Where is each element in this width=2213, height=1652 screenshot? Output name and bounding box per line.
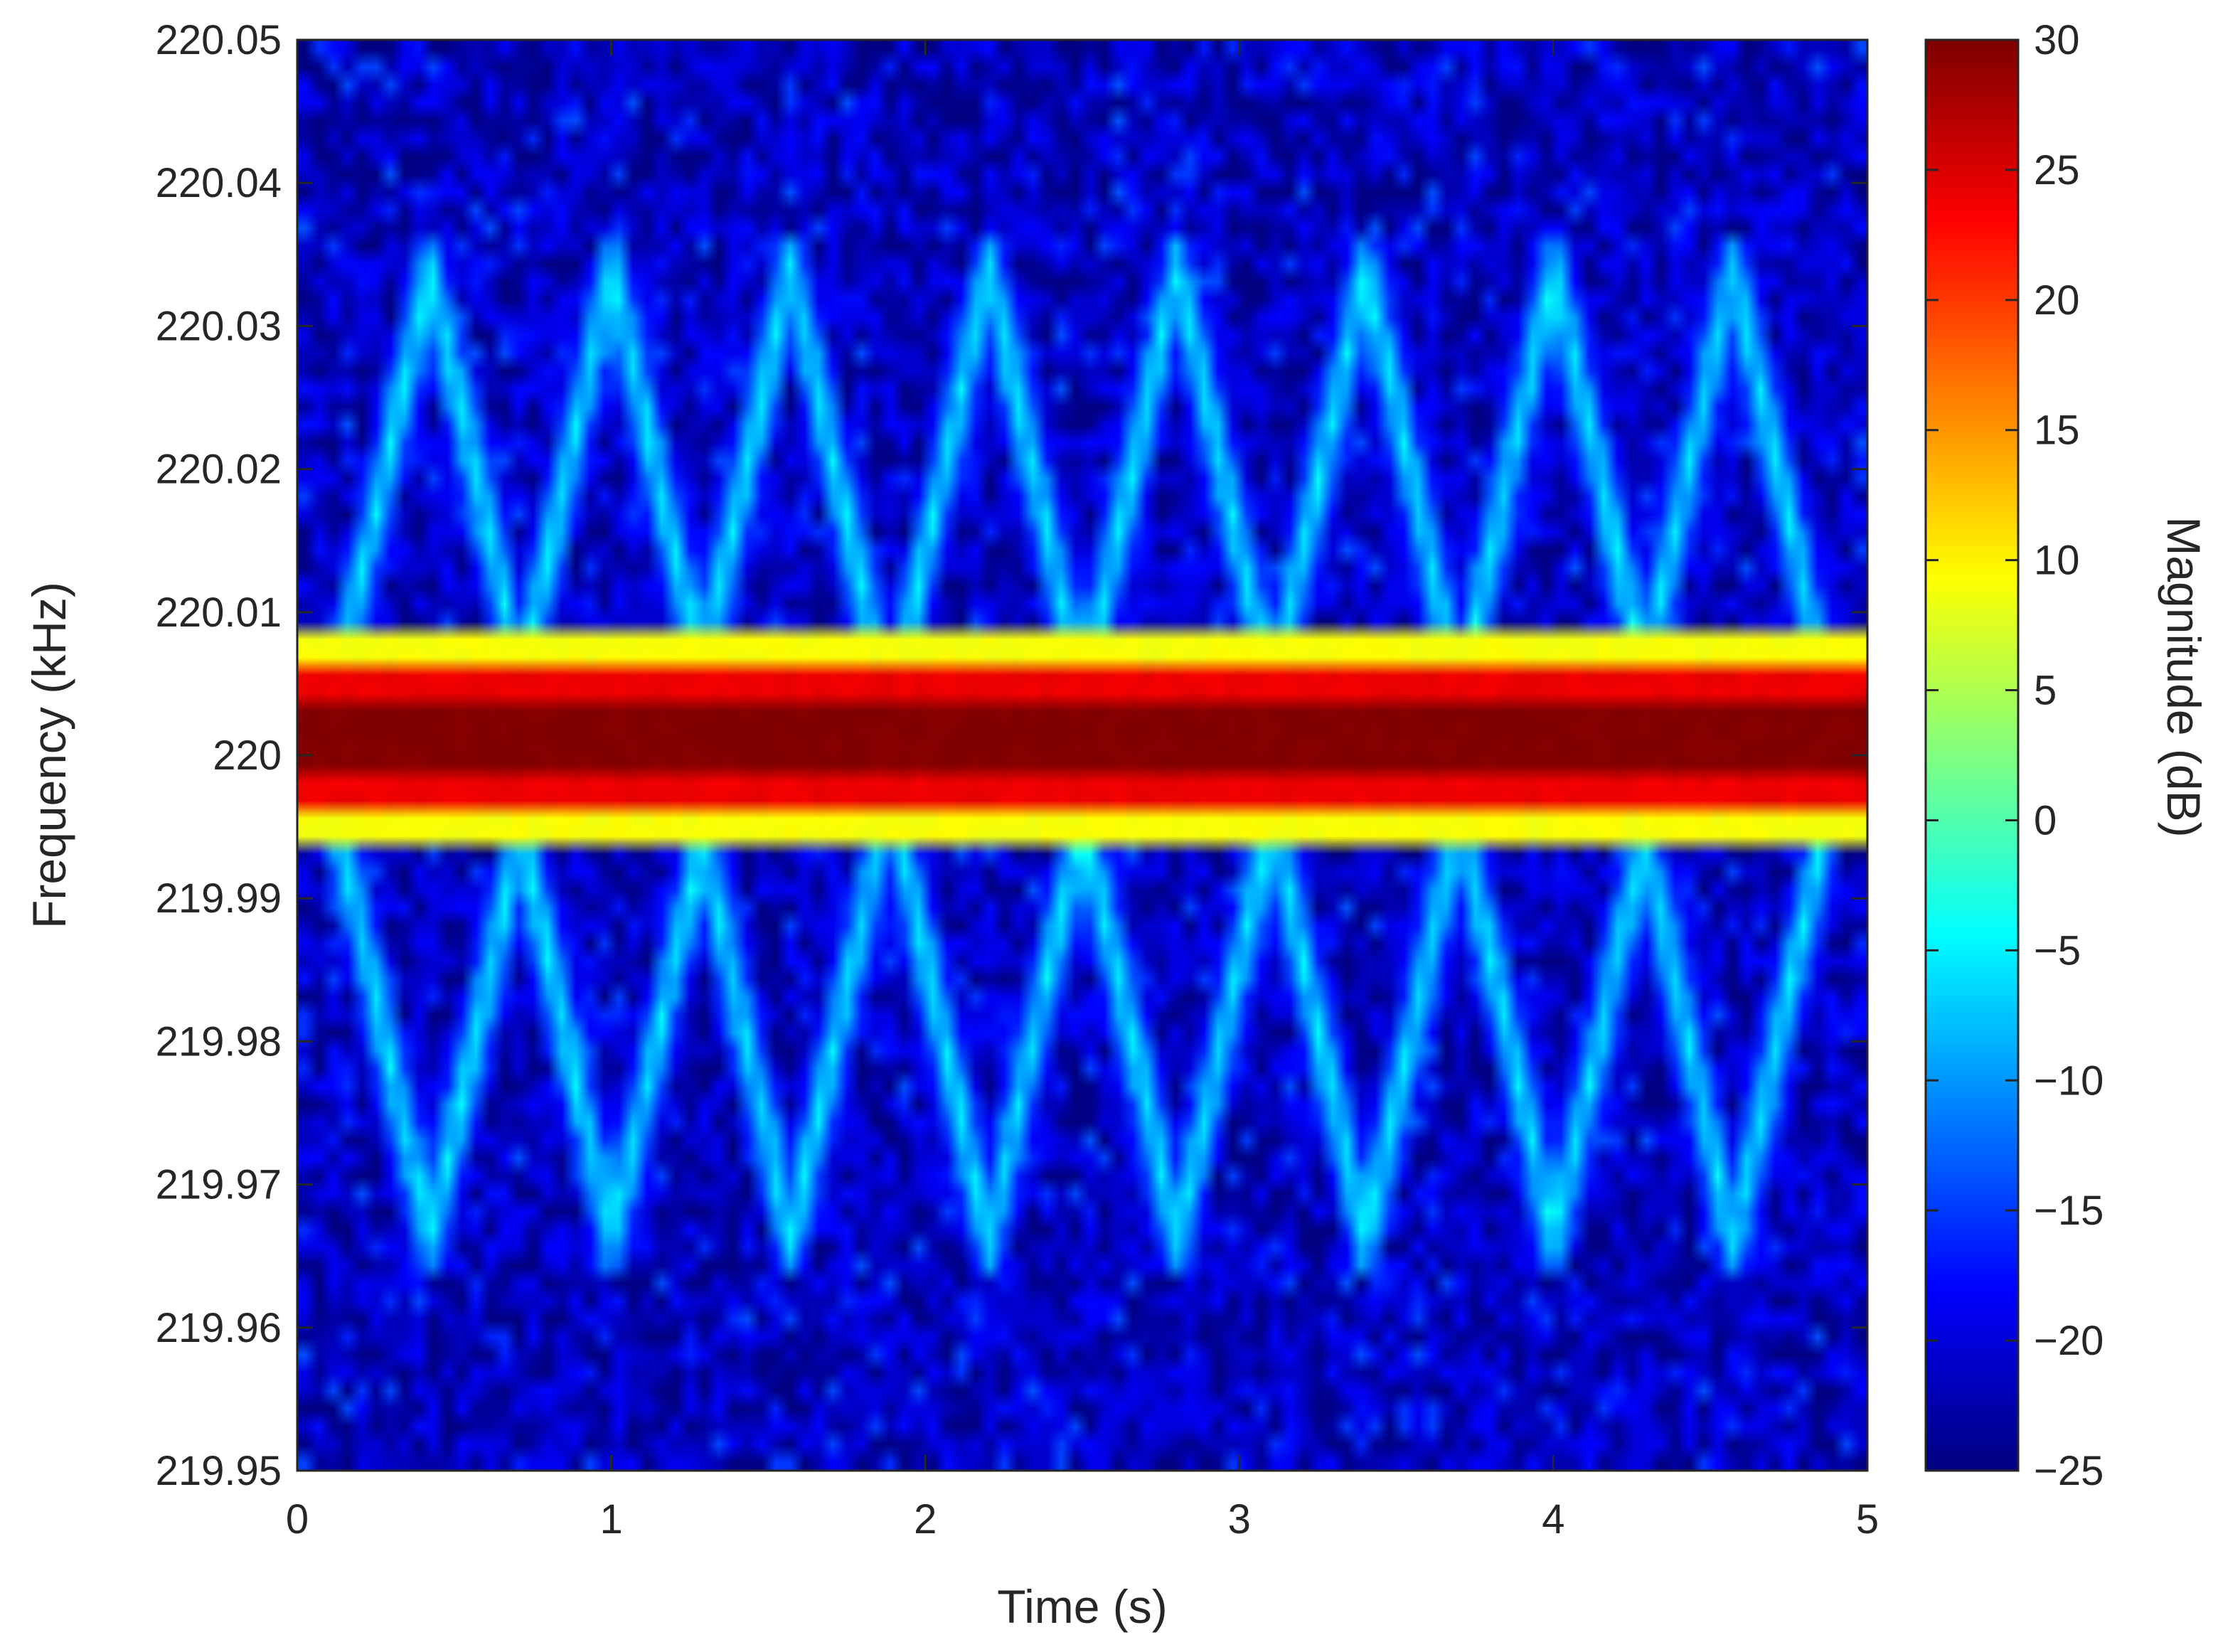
y-tick-label: 219.97 (156, 1162, 282, 1208)
y-tick-label: 219.95 (156, 1448, 282, 1494)
colorbar-tick-label: 15 (2034, 407, 2080, 454)
y-tick-label: 220.05 (156, 17, 282, 63)
colorbar: −25 −20 −15 −10 −5 0 5 10 15 20 25 30 (1924, 17, 2103, 1494)
x-tick-label: 1 (599, 1496, 622, 1542)
x-tick-label: 0 (286, 1496, 309, 1542)
colorbar-tick-label: 5 (2034, 668, 2057, 714)
colorbar-tick-label: 20 (2034, 277, 2080, 324)
y-tick-label: 219.99 (156, 875, 282, 922)
colorbar-gradient (1926, 40, 2018, 1471)
y-tick-label: 219.96 (156, 1305, 282, 1351)
x-axis-label: Time (s) (997, 1580, 1168, 1633)
y-tick-label: 220.03 (156, 303, 282, 349)
colorbar-tick-label: −10 (2034, 1057, 2103, 1104)
colorbar-tick-label: −5 (2034, 927, 2081, 974)
y-tick-label: 220 (213, 732, 282, 779)
colorbar-tick-label: −20 (2034, 1318, 2103, 1364)
colorbar-frame (1924, 38, 2020, 1472)
colorbar-tick-label: 25 (2034, 147, 2080, 193)
colorbar-tick-label: 10 (2034, 538, 2080, 584)
y-tick-label: 220.02 (156, 447, 282, 493)
colorbar-tick-label: −25 (2034, 1448, 2103, 1494)
colorbar-label: Magnitude (dB) (2158, 516, 2210, 837)
y-tick-label: 220.04 (156, 160, 282, 206)
x-axis: 0 1 2 3 4 5 (286, 40, 1879, 1542)
colorbar-tick-label: −15 (2034, 1188, 2103, 1234)
spectrogram-heatmap (297, 40, 1867, 1471)
y-tick-label: 219.98 (156, 1018, 282, 1065)
colorbar-tick-label: 0 (2034, 797, 2057, 843)
x-tick-label: 5 (1856, 1496, 1879, 1542)
x-tick-label: 2 (914, 1496, 937, 1542)
colorbar-tick-label: 30 (2034, 17, 2080, 63)
y-tick-label: 220.01 (156, 590, 282, 636)
x-tick-label: 4 (1542, 1496, 1564, 1542)
y-axis-label: Frequency (kHz) (23, 582, 75, 929)
x-tick-label: 3 (1228, 1496, 1251, 1542)
colorbar-ticks: −25 −20 −15 −10 −5 0 5 10 15 20 25 30 (1926, 17, 2103, 1494)
plot-area (296, 38, 1869, 1472)
y-axis: 219.95 219.96 219.97 219.98 219.99 220 220.01 2… (156, 17, 1867, 1494)
